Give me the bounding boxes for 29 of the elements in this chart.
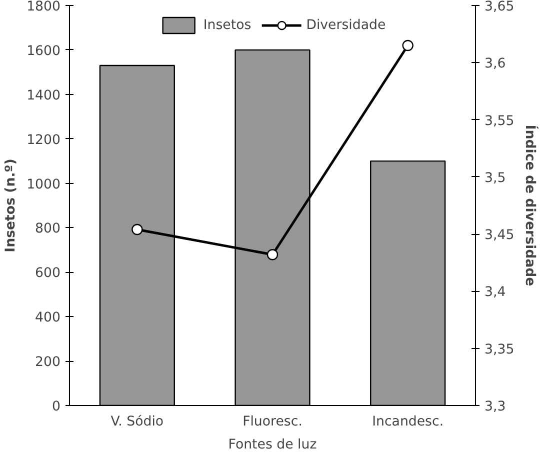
y2-tick-label: 3,6	[484, 56, 506, 72]
x-tick-label: Incandesc.	[372, 414, 444, 430]
y-tick-label: 800	[35, 222, 61, 237]
point	[266, 249, 278, 260]
point	[132, 224, 143, 236]
y-tick-label: 1800	[26, 0, 61, 14]
y-tick-label: 600	[35, 266, 61, 282]
x-tick-label: V. Sódio	[110, 414, 164, 430]
y2-tick-label: 3,5	[484, 170, 506, 186]
y-tick-label: 1000	[26, 177, 61, 192]
y2-tick-label: 3,55	[484, 114, 514, 129]
y-axis-title: Insetos (n.º)	[4, 158, 19, 252]
y2-tick-label: 3,3	[484, 400, 506, 414]
y-tick-label: 0	[52, 400, 61, 414]
y2-tick-label: 3,65	[484, 0, 514, 14]
y-tick-label: 1400	[26, 88, 61, 104]
legend-label: Insetos	[203, 18, 252, 32]
y2-tick-label: 3,45	[484, 228, 514, 244]
y2-axis-title: Índice de diversidade	[522, 124, 540, 286]
y-tick-label: 200	[35, 355, 61, 370]
legend-label: Diversidade	[306, 18, 386, 32]
x-tick-label: Fluoresc.	[242, 414, 302, 430]
y-tick-label: 1200	[26, 132, 61, 148]
y-tick-label: 1600	[26, 44, 61, 59]
y-tick-label: 400	[35, 310, 61, 326]
y2-tick-label: 3,35	[484, 342, 514, 358]
x-axis-title: Fontes de luz	[228, 438, 317, 452]
y2-tick-label: 3,4	[484, 285, 506, 300]
point	[402, 40, 414, 52]
